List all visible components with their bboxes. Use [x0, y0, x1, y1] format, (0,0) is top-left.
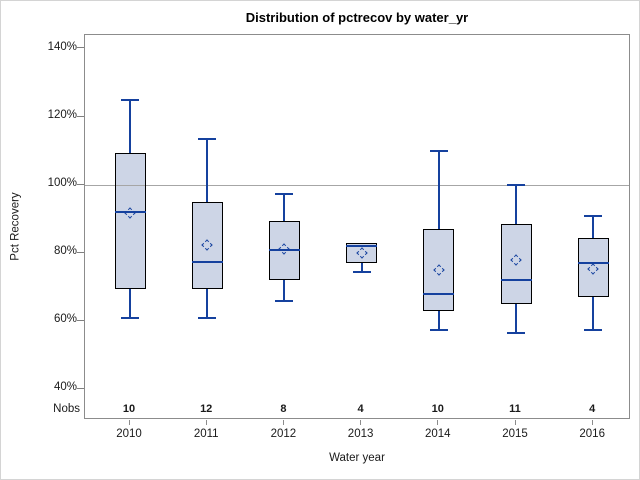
upper-whisker-cap: [275, 192, 294, 195]
y-tick-label: 120%: [47, 109, 77, 122]
box-iqr-fill: [191, 202, 223, 289]
y-tick-label: 140%: [47, 40, 77, 53]
lower-whisker-cap: [429, 328, 448, 331]
x-tick-mark: [591, 420, 593, 425]
box-iqr-border: [191, 202, 223, 289]
chart-title: Distribution of pctrecov by water_yr: [245, 10, 469, 25]
box-iqr-border: [577, 237, 609, 298]
nobs-value: 10: [431, 403, 444, 415]
x-tick-mark: [437, 420, 439, 425]
x-tick-label-year: 2011: [193, 428, 219, 440]
lower-whisker-stem: [206, 288, 209, 318]
y-tick-mark: [77, 319, 84, 321]
upper-whisker-stem: [437, 151, 440, 230]
x-tick-mark: [128, 420, 130, 425]
lower-whisker-stem: [283, 280, 286, 301]
plot-area: [84, 34, 630, 419]
median-line: [114, 211, 146, 214]
y-tick-label: 100%: [47, 177, 77, 190]
upper-whisker-cap: [429, 150, 448, 153]
box-iqr-fill: [423, 229, 455, 312]
x-tick-mark: [205, 420, 207, 425]
lower-whisker-cap: [352, 270, 371, 273]
y-tick-label: 60%: [53, 313, 77, 326]
upper-whisker-stem: [283, 193, 286, 221]
upper-whisker-cap: [121, 99, 139, 102]
upper-whisker-cap: [507, 184, 525, 187]
x-tick-mark: [282, 420, 284, 425]
nobs-value: 10: [122, 403, 136, 415]
x-tick-mark: [360, 420, 362, 425]
box-iqr-fill: [500, 224, 532, 305]
median-line: [500, 279, 532, 282]
upper-whisker-cap: [198, 138, 217, 141]
nobs-value: 12: [200, 403, 213, 415]
lower-whisker-cap: [584, 328, 603, 331]
y-axis-title: Pct Recovery: [9, 192, 22, 261]
median-line: [577, 262, 609, 265]
nobs-value: 4: [357, 403, 364, 415]
nobs-value: 11: [509, 403, 521, 415]
box-iqr-border: [346, 242, 378, 264]
y-tick-label: 40%: [53, 381, 77, 394]
median-line: [346, 245, 378, 248]
x-tick-mark: [514, 420, 516, 425]
lower-whisker-cap: [198, 316, 217, 319]
y-tick-mark: [77, 387, 84, 389]
y-tick-mark: [77, 115, 84, 117]
lower-whisker-stem: [129, 288, 131, 318]
median-line: [268, 248, 300, 251]
lower-whisker-stem: [592, 297, 595, 330]
x-tick-label-year: 2015: [502, 428, 528, 440]
median-line: [191, 260, 223, 263]
median-line: [423, 293, 455, 296]
upper-whisker-stem: [592, 215, 595, 238]
lower-whisker-cap: [121, 316, 139, 319]
x-tick-label-year: 2012: [270, 428, 297, 440]
lower-whisker-cap: [507, 332, 525, 335]
x-axis-title: Water year: [329, 452, 385, 464]
box-iqr-border: [500, 224, 532, 305]
x-tick-label-year: 2014: [425, 428, 451, 440]
x-tick-label-year: 2013: [347, 428, 374, 440]
box-iqr-border: [423, 229, 455, 312]
lower-whisker-stem: [360, 263, 363, 272]
box-iqr-fill: [114, 152, 146, 289]
box-iqr-fill: [346, 242, 378, 264]
nobs-value: 4: [589, 403, 596, 415]
nobs-row-label: Nobs: [53, 403, 80, 415]
upper-whisker-stem: [206, 139, 209, 203]
y-tick-mark: [77, 47, 84, 49]
upper-whisker-stem: [515, 185, 517, 225]
y-tick-mark: [77, 183, 84, 185]
box-iqr-border: [114, 152, 146, 289]
box-iqr-fill: [577, 237, 609, 298]
reference-line-100pct: [85, 184, 629, 186]
lower-whisker-cap: [275, 299, 294, 302]
lower-whisker-stem: [515, 304, 517, 334]
upper-whisker-cap: [584, 214, 603, 217]
nobs-value: 8: [280, 403, 287, 415]
x-tick-label-year: 2016: [579, 428, 605, 440]
lower-whisker-stem: [437, 311, 440, 330]
y-tick-mark: [77, 251, 84, 253]
y-tick-label: 80%: [53, 245, 77, 258]
upper-whisker-stem: [129, 100, 131, 153]
x-tick-label-year: 2010: [116, 428, 142, 440]
